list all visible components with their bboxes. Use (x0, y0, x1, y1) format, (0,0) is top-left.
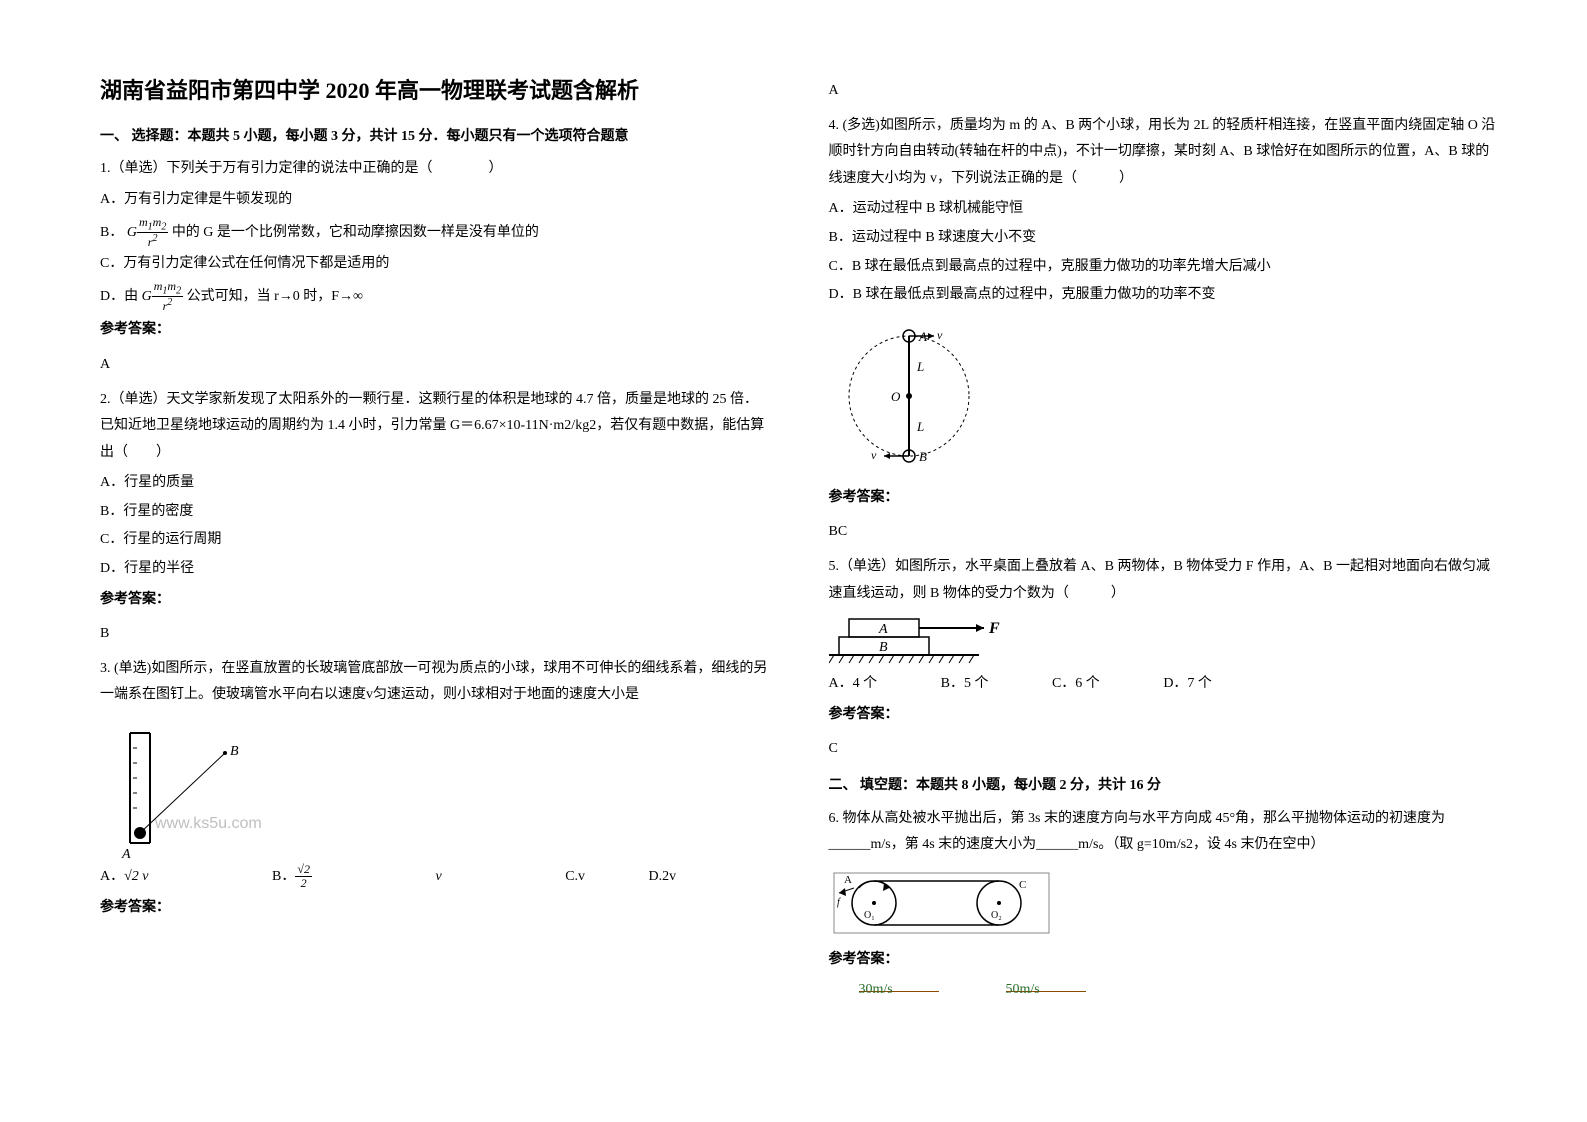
svg-text:O₁: O₁ (864, 910, 875, 921)
q6-ans-label: 参考答案： (829, 947, 1498, 974)
q4-optA: A．运动过程中 B 球机械能守恒 (829, 196, 1498, 223)
svg-text:v: v (937, 328, 943, 342)
svg-text:O₂: O₂ (991, 910, 1002, 921)
svg-text:v: v (871, 448, 877, 462)
q3-optD: D.2v (649, 869, 677, 884)
q3-ans-label: 参考答案： (100, 895, 769, 922)
formula-gravity-2: Gm1m2r2 (142, 280, 183, 314)
svg-text:A: A (878, 622, 888, 637)
q1-ans-label: 参考答案： (100, 317, 769, 344)
q5-optB: B．5 个 (941, 676, 989, 691)
svg-text:www.ks5u.com: www.ks5u.com (154, 815, 262, 832)
q1-optD: D．由 Gm1m2r2 公式可知，当 r→0 时，F→∞ (100, 280, 769, 314)
q5-figure: A B F (829, 611, 1029, 671)
q2-optA: A．行星的质量 (100, 470, 769, 497)
q3-optC: C.v (565, 869, 585, 884)
q1-optD-suffix: 公式可知，当 r→0 时，F→∞ (187, 289, 363, 304)
right-column: A 4. (多选)如图所示，质量均为 m 的 A、B 两个小球，用长为 2L 的… (829, 70, 1498, 1004)
svg-text:F: F (988, 620, 1000, 637)
q5-optD: D．7 个 (1163, 676, 1212, 691)
q1-stem: 1.（单选）下列关于万有引力定律的说法中正确的是（ ） (100, 156, 769, 183)
q3-options: A．√2 v B．√22 v C.v D.2v (100, 863, 769, 891)
left-column: 湖南省益阳市第四中学 2020 年高一物理联考试题含解析 一、 选择题：本题共 … (100, 70, 769, 1004)
q3-optA: A．√2 v (100, 869, 209, 884)
q4-optD: D．B 球在最低点到最高点的过程中，克服重力做功的功率不变 (829, 282, 1498, 309)
q5-answer: C (829, 736, 1498, 763)
q4-optB: B．运动过程中 B 球速度大小不变 (829, 225, 1498, 252)
q3-figure: B A www.ks5u.com (100, 713, 270, 863)
svg-text:B: B (230, 744, 239, 759)
svg-text:O: O (891, 389, 901, 404)
q5-stem: 5.（单选）如图所示，水平桌面上叠放着 A、B 两物体，B 物体受力 F 作用，… (829, 554, 1498, 607)
q5-optC: C．6 个 (1052, 676, 1100, 691)
q4-ans-label: 参考答案： (829, 485, 1498, 512)
q6-figure: A O₁ O₂ C f (829, 863, 1059, 943)
q6-stem: 6. 物体从高处被水平抛出后，第 3s 末的速度方向与水平方向成 45°角，那么… (829, 806, 1498, 859)
q4-figure: A B O L L v v (829, 311, 989, 481)
q1-optB-prefix: B． (100, 225, 123, 240)
section2-header: 二、 填空题：本题共 8 小题，每小题 2 分，共计 16 分 (829, 773, 1498, 800)
q3-optB: B．√22 v (272, 869, 502, 884)
q1-optB-suffix: 中的 G 是一个比例常数，它和动摩擦因数一样是没有单位的 (172, 225, 539, 240)
svg-text:L: L (916, 359, 924, 374)
q2-ans-label: 参考答案： (100, 587, 769, 614)
section1-header: 一、 选择题：本题共 5 小题，每小题 3 分，共计 15 分．每小题只有一个选… (100, 124, 769, 151)
svg-text:C: C (1019, 879, 1026, 891)
svg-text:f: f (837, 897, 841, 908)
q6-ans1: 30m/s (859, 982, 893, 997)
q2-optB: B．行星的密度 (100, 499, 769, 526)
q1-optD-prefix: D．由 (100, 289, 142, 304)
svg-text:L: L (916, 419, 924, 434)
q1-optB: B． Gm1m2r2 中的 G 是一个比例常数，它和动摩擦因数一样是没有单位的 (100, 216, 769, 250)
svg-text:B: B (919, 449, 927, 464)
formula-gravity-1: Gm1m2r2 (127, 216, 168, 250)
q3-stem: 3. (单选)如图所示，在竖直放置的长玻璃管底部放一可视为质点的小球，球用不可伸… (100, 656, 769, 709)
q5-optA: A．4 个 (829, 676, 878, 691)
svg-text:B: B (879, 640, 888, 655)
q5-ans-label: 参考答案： (829, 702, 1498, 729)
q4-answer: BC (829, 519, 1498, 546)
q1-optC: C．万有引力定律公式在任何情况下都是适用的 (100, 251, 769, 278)
q1-optA: A．万有引力定律是牛顿发现的 (100, 187, 769, 214)
q5-options: A．4 个 B．5 个 C．6 个 D．7 个 (829, 671, 1498, 698)
q4-optC: C．B 球在最低点到最高点的过程中，克服重力做功的功率先增大后减小 (829, 254, 1498, 281)
page-title: 湖南省益阳市第四中学 2020 年高一物理联考试题含解析 (100, 70, 769, 112)
svg-text:A: A (844, 874, 852, 886)
q1-answer: A (100, 352, 769, 379)
q2-answer: B (100, 621, 769, 648)
q4-stem: 4. (多选)如图所示，质量均为 m 的 A、B 两个小球，用长为 2L 的轻质… (829, 113, 1498, 193)
q2-optC: C．行星的运行周期 (100, 527, 769, 554)
q2-optD: D．行星的半径 (100, 556, 769, 583)
q3-answer: A (829, 78, 1498, 105)
q2-stem: 2.（单选）天文学家新发现了太阳系外的一颗行星．这颗行星的体积是地球的 4.7 … (100, 387, 769, 467)
q6-answers: 30m/s 50m/s (829, 977, 1498, 1004)
q6-ans2: 50m/s (1006, 982, 1040, 997)
svg-text:A: A (121, 847, 131, 862)
